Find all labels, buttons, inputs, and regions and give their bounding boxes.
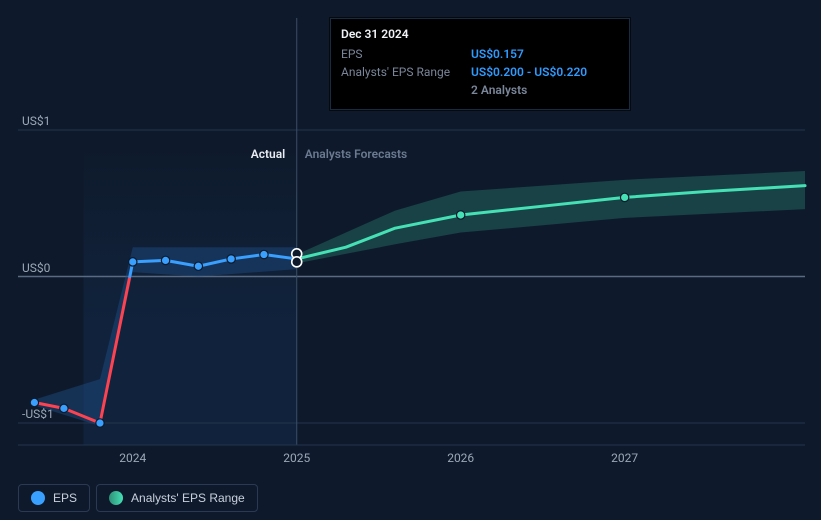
legend-item-eps-range[interactable]: Analysts' EPS Range bbox=[96, 484, 258, 512]
tooltip-subline: 2 Analysts bbox=[471, 81, 619, 99]
tooltip-row-1-label: Analysts' EPS Range bbox=[341, 63, 471, 81]
x-tick-label-2: 2026 bbox=[447, 451, 474, 465]
tooltip-row-1-value: US$0.200 - US$0.220 bbox=[471, 63, 587, 81]
y-tick-label-0: US$1 bbox=[22, 114, 50, 128]
chart-legend: EPS Analysts' EPS Range bbox=[18, 484, 258, 512]
legend-item-eps[interactable]: EPS bbox=[18, 484, 90, 512]
eps-chart: US$1 US$0 -US$1 2024 2025 2026 2027 Actu… bbox=[0, 0, 821, 520]
tooltip-row-0-label: EPS bbox=[341, 45, 471, 63]
x-tick-label-3: 2027 bbox=[611, 451, 638, 465]
chart-tooltip: Dec 31 2024 EPS US$0.157 Analysts' EPS R… bbox=[330, 18, 630, 110]
region-label-forecast: Analysts Forecasts bbox=[305, 147, 407, 161]
x-tick-label-1: 2025 bbox=[283, 451, 310, 465]
y-tick-label-1: US$0 bbox=[22, 261, 50, 275]
legend-label-eps: EPS bbox=[53, 491, 77, 505]
region-label-actual: Actual bbox=[251, 147, 286, 161]
legend-label-eps-range: Analysts' EPS Range bbox=[131, 491, 245, 505]
legend-swatch-eps bbox=[31, 491, 45, 505]
x-tick-label-0: 2024 bbox=[119, 451, 146, 465]
y-tick-label-2: -US$1 bbox=[22, 407, 54, 421]
legend-swatch-eps-range bbox=[109, 491, 123, 505]
tooltip-title: Dec 31 2024 bbox=[341, 25, 619, 43]
tooltip-row-0-value: US$0.157 bbox=[471, 45, 524, 63]
